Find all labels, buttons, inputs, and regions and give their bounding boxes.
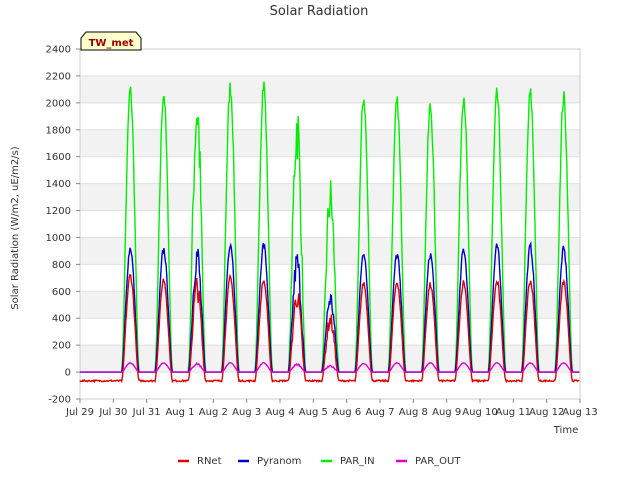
legend-label: PAR_OUT	[415, 456, 461, 467]
x-tick-label: Jul 29	[65, 407, 94, 418]
legend-label: PAR_IN	[340, 456, 375, 467]
y-tick-label: 0	[65, 368, 71, 379]
legend-label: Pyranom	[257, 456, 301, 467]
y-axis-title: Solar Radiation (W/m2, uE/m2/s)	[10, 146, 21, 309]
y-tick-label: 2400	[46, 45, 71, 56]
series-line-rnet	[79, 273, 580, 384]
y-tick-label: 1600	[46, 152, 71, 163]
x-tick-label: Aug 3	[232, 407, 261, 418]
x-tick-label: Aug 8	[399, 407, 428, 418]
y-tick-label: 400	[52, 314, 71, 325]
legend-label: RNet	[197, 456, 222, 467]
x-tick-label: Aug 6	[332, 407, 361, 418]
chart-title: Solar Radiation	[270, 4, 369, 19]
x-tick-label: Jul 30	[98, 407, 127, 418]
site-label-badge: TW_met	[80, 31, 142, 51]
x-tick-label: Aug 13	[562, 407, 597, 418]
series-line-par-in	[80, 81, 580, 373]
y-tick-label: 1200	[46, 206, 71, 217]
y-tick-label: 1000	[46, 233, 71, 244]
series-line-par-out	[80, 361, 580, 373]
site-label-box	[80, 31, 142, 51]
y-tick-label: 2200	[46, 71, 71, 82]
grid-band	[80, 75, 580, 103]
x-tick-label: Aug 10	[462, 407, 497, 418]
series-lines	[79, 81, 580, 384]
y-axis: -200 0 200 400 600 800 1000 1200 1400 1600 1800 200…	[46, 45, 80, 406]
grid-band	[80, 129, 580, 157]
y-tick-label: 600	[52, 287, 71, 298]
y-tick-label: 1800	[46, 125, 71, 136]
x-tick-label: Aug 9	[432, 407, 461, 418]
y-tick-label: 800	[52, 260, 71, 271]
y-tick-label: -200	[48, 395, 71, 406]
grid-band	[80, 345, 580, 373]
grid-band	[80, 237, 580, 265]
x-tick-label: Aug 7	[365, 407, 394, 418]
x-axis: Jul 29 Jul 30 Jul 31 Aug 1 Aug 2 Aug 3 Aug 4 Au…	[65, 399, 598, 418]
legend: RNet Pyranom PAR_IN PAR_OUT	[178, 456, 461, 467]
x-tick-label: Aug 5	[299, 407, 328, 418]
series-line-pyranom	[80, 240, 580, 373]
y-tick-label: 2000	[46, 98, 71, 109]
x-tick-label: Aug 4	[265, 407, 294, 418]
x-tick-label: Aug 11	[496, 407, 531, 418]
x-tick-label: Jul 31	[132, 407, 161, 418]
y-tick-label: 1400	[46, 179, 71, 190]
x-axis-title: Time	[553, 425, 578, 436]
x-tick-label: Aug 12	[529, 407, 564, 418]
plot-area-border	[79, 48, 581, 400]
x-tick-label: Aug 2	[199, 407, 228, 418]
x-tick-label: Aug 1	[165, 407, 194, 418]
site-label: TW_met	[89, 38, 134, 49]
y-tick-label: 200	[52, 341, 71, 352]
